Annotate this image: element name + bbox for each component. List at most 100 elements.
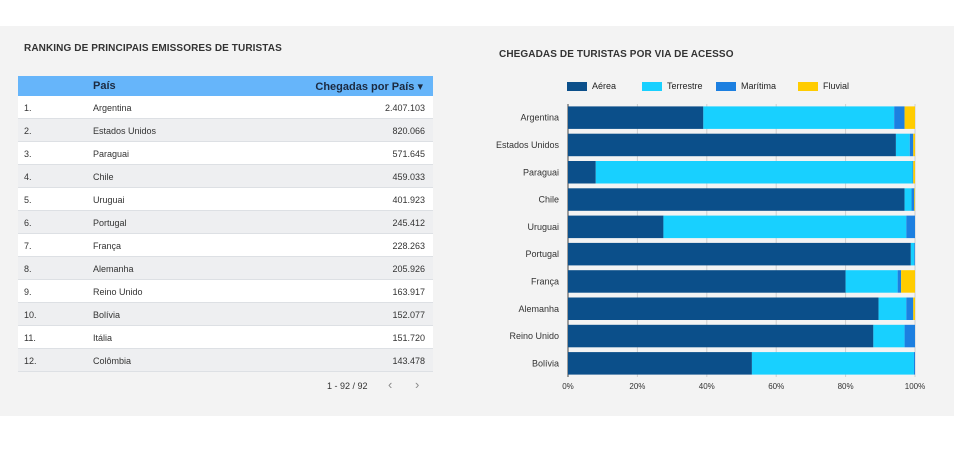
bar-segment[interactable] [910, 242, 915, 266]
bar-segment[interactable] [895, 133, 910, 157]
legend-item[interactable]: Terrestre [642, 81, 703, 92]
country-cell: Uruguai [93, 195, 125, 205]
table-row[interactable]: 11. Itália 151.720 [18, 326, 433, 349]
x-tick-label: 60% [768, 382, 784, 391]
arrivals-cell: 228.263 [392, 241, 425, 251]
y-tick-label: Uruguai [527, 222, 559, 232]
arrivals-cell: 151.720 [392, 333, 425, 343]
y-tick-label: Bolívia [532, 358, 559, 368]
table-row[interactable]: 4. Chile 459.033 [18, 165, 433, 188]
country-cell: Colômbia [93, 356, 132, 366]
prev-page-icon[interactable]: ‹ [388, 377, 393, 392]
bar-segment[interactable] [568, 297, 879, 321]
bar-segment[interactable] [663, 215, 907, 239]
bar-segment[interactable] [909, 133, 914, 157]
rank-cell: 2. [24, 126, 32, 136]
bar-segment[interactable] [906, 297, 914, 321]
legend-swatch [567, 82, 587, 92]
y-tick-label: Alemanha [518, 304, 559, 314]
bar-segment[interactable] [873, 324, 905, 348]
country-cell: Bolívia [93, 310, 121, 320]
bar-segment[interactable] [568, 270, 846, 293]
bar-segment[interactable] [901, 270, 915, 293]
arrivals-cell: 245.412 [392, 218, 425, 228]
table-row[interactable]: 10. Bolívia 152.077 [18, 303, 433, 326]
bar-segment[interactable] [894, 106, 905, 129]
table-row[interactable]: 8. Alemanha 205.926 [18, 257, 433, 280]
bar-segment[interactable] [906, 215, 915, 239]
rank-cell: 4. [24, 172, 32, 182]
bar-segment[interactable] [914, 242, 915, 266]
bar-segment[interactable] [845, 270, 898, 293]
rank-cell: 3. [24, 149, 32, 159]
bar-segment[interactable] [913, 352, 915, 375]
table-title: RANKING DE PRINCIPAIS EMISSORES DE TURIS… [24, 43, 282, 54]
table-body: 1. Argentina 2.407.103 2. Estados Unidos 820.… [18, 96, 433, 372]
rank-cell: 10. [24, 310, 37, 320]
table-row[interactable]: 1. Argentina 2.407.103 [18, 96, 433, 119]
column-header-chegadas[interactable]: Chegadas por País ▾ [315, 81, 423, 93]
country-cell: Estados Unidos [93, 126, 157, 136]
bar-segment[interactable] [568, 352, 752, 375]
rank-cell: 12. [24, 356, 37, 366]
legend-swatch [642, 82, 662, 92]
chart-title: CHEGADAS DE TURISTAS POR VIA DE ACESSO [499, 49, 734, 60]
x-tick-label: 100% [905, 382, 925, 391]
arrivals-cell: 459.033 [392, 172, 425, 182]
y-tick-label: Paraguai [523, 167, 559, 177]
bar-segment[interactable] [568, 106, 704, 129]
bar-segment[interactable] [595, 161, 913, 184]
y-tick-label: França [531, 276, 559, 286]
bar-segment[interactable] [912, 161, 914, 184]
legend-swatch [798, 82, 818, 92]
ranking-table: País Chegadas por País ▾ 1. Argentina 2.40… [18, 76, 433, 372]
arrivals-cell: 163.917 [392, 287, 425, 297]
legend-item[interactable]: Fluvial [798, 81, 849, 92]
bar-segment[interactable] [914, 188, 915, 211]
table-row[interactable]: 3. Paraguai 571.645 [18, 142, 433, 165]
bar-segment[interactable] [904, 106, 915, 129]
bar-segment[interactable] [904, 188, 912, 211]
bar-segment[interactable] [568, 215, 664, 239]
legend-item[interactable]: Marítima [716, 81, 776, 92]
bar-segment[interactable] [568, 161, 596, 184]
next-page-icon[interactable]: › [415, 377, 420, 392]
bar-segment[interactable] [878, 297, 907, 321]
bar-segment[interactable] [703, 106, 895, 129]
bar-segment[interactable] [913, 161, 915, 184]
legend-item[interactable]: Aérea [567, 81, 617, 92]
bar-segment[interactable] [568, 188, 905, 211]
bar-segment[interactable] [913, 133, 915, 157]
rank-cell: 1. [24, 103, 32, 113]
x-tick-label: 40% [699, 382, 715, 391]
table-row[interactable]: 12. Colômbia 143.478 [18, 349, 433, 372]
y-tick-label: Reino Unido [509, 331, 559, 341]
arrivals-cell: 143.478 [392, 356, 425, 366]
bar-segment[interactable] [568, 133, 896, 157]
table-row[interactable]: 5. Uruguai 401.923 [18, 188, 433, 211]
x-tick-label: 20% [629, 382, 645, 391]
bar-segment[interactable] [568, 242, 911, 266]
rank-cell: 6. [24, 218, 32, 228]
table-row[interactable]: 6. Portugal 245.412 [18, 211, 433, 234]
country-cell: Itália [93, 333, 113, 343]
country-cell: Paraguai [93, 149, 130, 159]
bar-segment[interactable] [751, 352, 914, 375]
country-cell: Reino Unido [93, 287, 143, 297]
country-cell: Alemanha [93, 264, 134, 274]
bar-segment[interactable] [897, 270, 902, 293]
bar-segment[interactable] [568, 324, 874, 348]
arrivals-cell: 152.077 [392, 310, 425, 320]
table-row[interactable]: 2. Estados Unidos 820.066 [18, 119, 433, 142]
arrivals-cell: 2.407.103 [384, 103, 425, 113]
bar-segment[interactable] [904, 324, 915, 348]
bar-segment[interactable] [913, 297, 915, 321]
table-row[interactable]: 9. Reino Unido 163.917 [18, 280, 433, 303]
column-header-pais[interactable]: País [93, 80, 116, 92]
legend-label: Aérea [592, 81, 617, 91]
rank-cell: 5. [24, 195, 32, 205]
bar-segment[interactable] [911, 188, 915, 211]
table-row[interactable]: 7. França 228.263 [18, 234, 433, 257]
legend-label: Terrestre [667, 81, 703, 91]
